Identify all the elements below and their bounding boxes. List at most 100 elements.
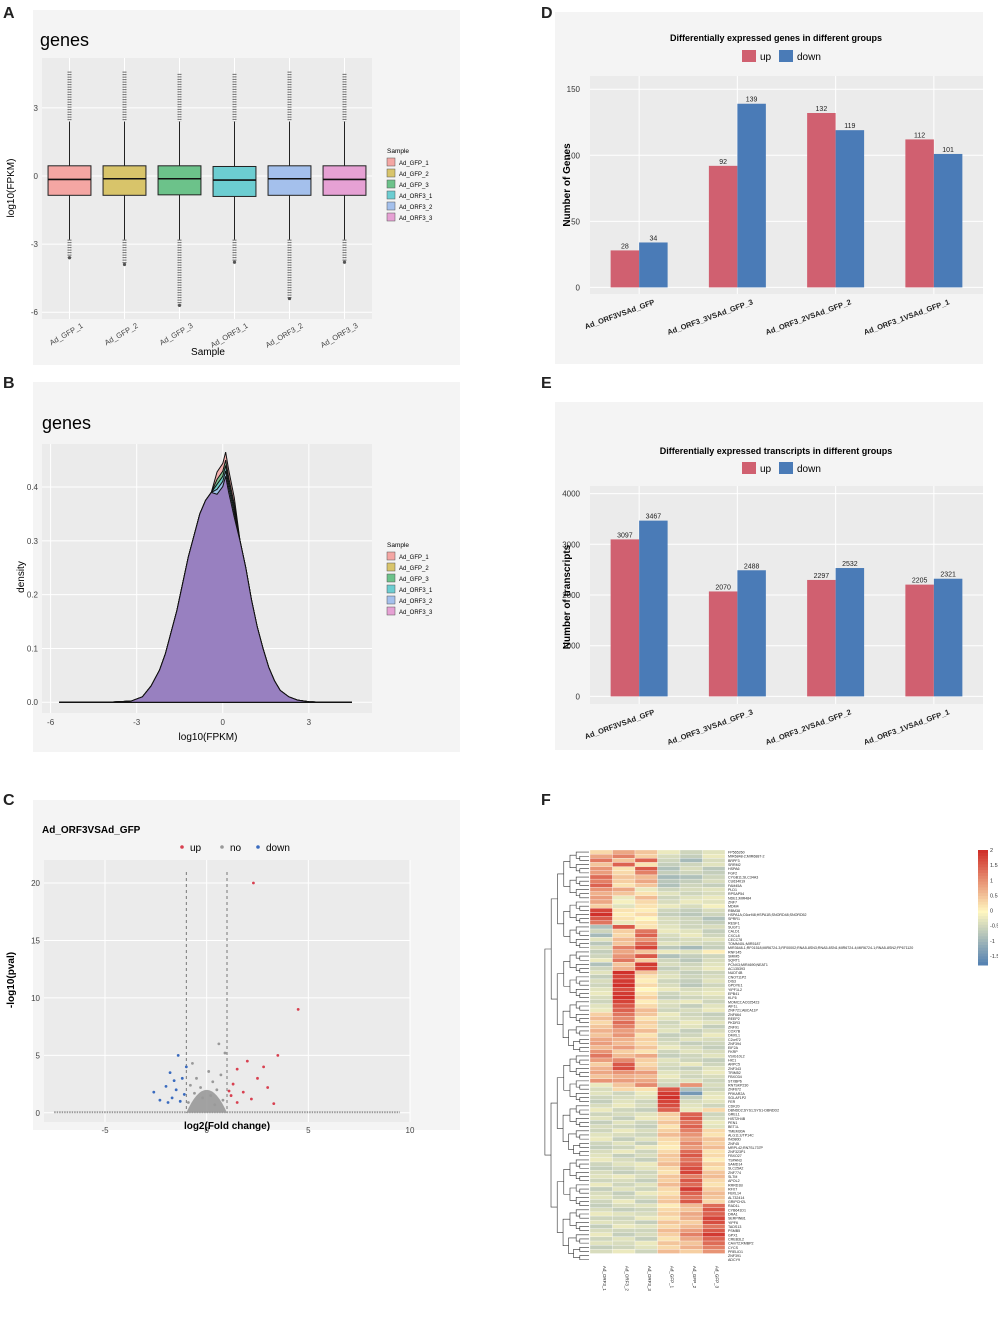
y-tick-label: 10: [31, 994, 40, 1003]
up-point: [262, 1065, 265, 1069]
heatmap-cell: [589, 1053, 613, 1059]
no-point: [211, 1080, 215, 1084]
heatmap-cell: [634, 1132, 658, 1138]
y-tick-label: 15: [31, 936, 40, 945]
y-tick-label: 0: [576, 283, 581, 292]
heatmap-cell: [634, 953, 658, 959]
row-label: ZNF7: [728, 900, 737, 904]
heatmap-cell: [702, 1091, 726, 1096]
heatmap-cell: [634, 978, 658, 984]
colorbar-segment: [978, 850, 988, 854]
legend-swatch: [386, 562, 396, 572]
dendrogram-branch: [562, 1218, 570, 1247]
heatmap-cell: [657, 878, 681, 884]
heatmap-cell: [657, 1111, 681, 1117]
row-label: RRRD1B: [728, 1183, 743, 1187]
row-label: ZNF323P1: [728, 1150, 745, 1154]
heatmap-cell: [679, 916, 703, 921]
colorbar-segment: [978, 864, 988, 868]
row-label: MOMC2;AC025423: [728, 1000, 759, 1004]
heatmap-cell: [612, 1232, 636, 1238]
heatmap-cell: [612, 1240, 636, 1246]
no-point: [223, 1051, 227, 1055]
row-label: DRA1: [728, 1212, 738, 1216]
heatmap-cell: [589, 916, 613, 921]
heatmap-cell: [679, 1228, 703, 1233]
heatmap-cell: [589, 1049, 613, 1054]
down-point: [172, 1079, 176, 1083]
box: [322, 165, 367, 196]
heatmap-cell: [679, 1082, 703, 1088]
panel-letter-f: F: [541, 792, 551, 809]
heatmap-cell: [634, 928, 658, 934]
legend-label: Ad_GFP_3: [399, 577, 429, 583]
heatmap-cell: [657, 1203, 681, 1208]
heatmap-cell: [634, 1120, 658, 1125]
heatmap-cell: [657, 1120, 681, 1125]
row-label: CREB3L2: [728, 1237, 744, 1241]
heatmap-cell: [679, 1203, 703, 1208]
heatmap-cell: [612, 924, 636, 930]
heatmap-cell: [679, 928, 703, 934]
heatmap-cell: [612, 1145, 636, 1150]
heatmap-cell: [657, 999, 681, 1005]
heatmap-cell: [657, 1116, 681, 1121]
dendrogram-branch: [556, 1181, 564, 1233]
heatmap-cell: [702, 1070, 726, 1075]
heatmap-cell: [702, 995, 726, 1000]
heatmap-cell: [634, 854, 658, 859]
heatmap-cell: [657, 924, 681, 930]
no-point: [199, 1086, 202, 1089]
y-tick-label: 3: [34, 104, 39, 113]
heatmap-cell: [679, 903, 703, 909]
no-point: [201, 1096, 205, 1100]
up-point: [252, 881, 255, 885]
legend-label: up: [760, 52, 772, 63]
heatmap-cell: [702, 1016, 726, 1021]
legend-label: Ad_ORF3_2: [399, 205, 433, 211]
heatmap-cell: [679, 953, 703, 959]
heatmap-cell: [589, 1045, 613, 1050]
heatmap-cell: [589, 982, 613, 988]
row-label: NDE1;MIR484: [728, 896, 751, 900]
heatmap-cell: [657, 966, 681, 971]
colorbar-segment: [978, 956, 988, 960]
heatmap-cell: [702, 1082, 726, 1088]
transcripts-bar-chart: Differentially expressed transcripts in …: [555, 402, 983, 750]
panel-letter-b: B: [3, 375, 15, 392]
heatmap-cell: [612, 870, 636, 876]
heatmap-cell: [679, 966, 703, 971]
heatmap-cell: [589, 1195, 613, 1200]
heatmap-cell: [657, 854, 681, 859]
heatmap-cell: [612, 1236, 636, 1242]
heatmap-cell: [634, 1049, 658, 1054]
row-label: ZNF91: [728, 1025, 739, 1029]
heatmap-cell: [612, 878, 636, 884]
heatmap-cell: [679, 1157, 703, 1163]
colorbar-segment: [978, 959, 988, 963]
colorbar-segment: [978, 930, 988, 934]
legend-label: up: [760, 464, 772, 475]
heatmap-cell: [634, 895, 658, 901]
heatmap-cell: [589, 1228, 613, 1233]
heatmap-cell: [702, 1020, 726, 1025]
panel-letter-a: A: [3, 5, 15, 22]
legend-label: up: [190, 843, 202, 854]
heatmap-cell: [679, 1053, 703, 1059]
heatmap-cell: [634, 966, 658, 971]
bar-value-label: 101: [942, 147, 954, 154]
heatmap-cell: [679, 1062, 703, 1067]
heatmap-cell: [589, 933, 613, 938]
heatmap-cell: [589, 1161, 613, 1167]
x-tick-label: 5: [306, 1126, 311, 1135]
colorbar-segment: [978, 924, 988, 929]
colorbar-segment: [978, 921, 988, 926]
colorbar-tick-label: 1.5: [990, 863, 998, 869]
boxplot-chart: genes -6 -3 0 3 Ad_GFP_1 Ad_GFP_2 Ad_GFP_3 Ad_…: [6, 10, 460, 365]
colorbar-segment: [978, 919, 988, 923]
legend-label: Ad_GFP_2: [399, 566, 429, 572]
heatmap-cell: [634, 878, 658, 884]
colorbar-segment: [978, 944, 988, 949]
colorbar-segment: [978, 947, 988, 952]
colorbar-segment: [978, 962, 988, 966]
